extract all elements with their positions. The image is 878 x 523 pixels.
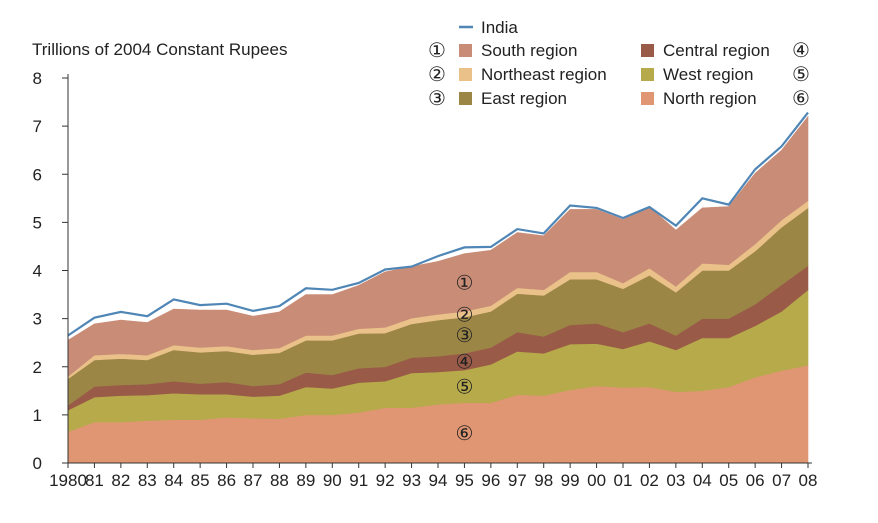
x-tick-label: 03	[666, 471, 685, 490]
legend-marker: ④	[792, 40, 810, 62]
x-tick-label: 05	[719, 471, 738, 490]
x-tick-label: 81	[85, 471, 104, 490]
area-south-region	[67, 115, 809, 378]
legend: India ① South region ② Northeast region ③ East…	[428, 18, 810, 110]
x-tick-label: 86	[217, 471, 236, 490]
legend-marker: ⑥	[792, 88, 810, 110]
x-tick-label: 90	[323, 471, 342, 490]
y-tick-label: 3	[33, 310, 42, 329]
legend-swatch	[459, 92, 472, 105]
total-line-layer	[67, 111, 809, 337]
x-tick-label: 82	[111, 471, 130, 490]
legend-swatch	[641, 44, 654, 57]
legend-label: Central region	[663, 41, 770, 60]
legend-marker: ②	[428, 64, 446, 86]
x-tick-label: 00	[587, 471, 606, 490]
x-tick-label: 89	[296, 471, 315, 490]
y-tick-label: 6	[33, 165, 42, 184]
x-tick-label: 98	[534, 471, 553, 490]
x-tick-label: 07	[772, 471, 791, 490]
legend-swatch	[641, 92, 654, 105]
area-marker: ⑥	[455, 423, 473, 445]
legend-swatch	[641, 68, 654, 81]
legend-marker: ③	[428, 88, 446, 110]
x-tick-label: 96	[481, 471, 500, 490]
x-tick-label: 99	[561, 471, 580, 490]
y-tick-label: 8	[33, 69, 42, 88]
area-marker: ④	[455, 352, 473, 374]
legend-swatch	[459, 44, 472, 57]
x-tick-label: 06	[746, 471, 765, 490]
x-tick-label: 92	[376, 471, 395, 490]
area-marker: ①	[455, 273, 473, 295]
y-tick-label: 4	[33, 262, 42, 281]
area-layer	[67, 115, 809, 464]
y-tick-label: 0	[33, 454, 42, 473]
y-axis-label: Trillions of 2004 Constant Rupees	[32, 40, 287, 59]
x-tick-label: 83	[138, 471, 157, 490]
area-marker: ⑤	[455, 376, 473, 398]
x-tick-label: 88	[270, 471, 289, 490]
x-tick-label: 01	[614, 471, 633, 490]
x-tick-label: 84	[164, 471, 183, 490]
legend-label: East region	[481, 89, 567, 108]
y-tick-label: 7	[33, 117, 42, 136]
x-tick-label: 85	[191, 471, 210, 490]
x-tick-label: 08	[799, 471, 818, 490]
legend-label: South region	[481, 41, 577, 60]
legend-label: North region	[663, 89, 757, 108]
line-india-total	[67, 111, 809, 337]
legend-label: India	[481, 18, 518, 37]
x-tick-label: 93	[402, 471, 421, 490]
x-tick-label: 87	[244, 471, 263, 490]
x-tick-label: 04	[693, 471, 712, 490]
x-tick-label: 95	[455, 471, 474, 490]
y-tick-label: 2	[33, 358, 42, 377]
legend-label: Northeast region	[481, 65, 607, 84]
legend-swatch	[459, 68, 472, 81]
x-tick-label: 97	[508, 471, 527, 490]
area-marker-layer: ① ②③ ④⑤ ⑥	[455, 273, 473, 445]
x-tick-label: 91	[349, 471, 368, 490]
legend-marker: ①	[428, 40, 446, 62]
legend-label: West region	[663, 65, 753, 84]
legend-marker: ⑤	[792, 64, 810, 86]
x-tick-label: 02	[640, 471, 659, 490]
area-marker: ②	[455, 304, 473, 326]
y-tick-label: 1	[33, 406, 42, 425]
area-marker: ③	[455, 325, 473, 347]
x-tick-label: 94	[429, 471, 448, 490]
x-tick-label: 1980	[49, 471, 87, 490]
y-tick-label: 5	[33, 213, 42, 232]
